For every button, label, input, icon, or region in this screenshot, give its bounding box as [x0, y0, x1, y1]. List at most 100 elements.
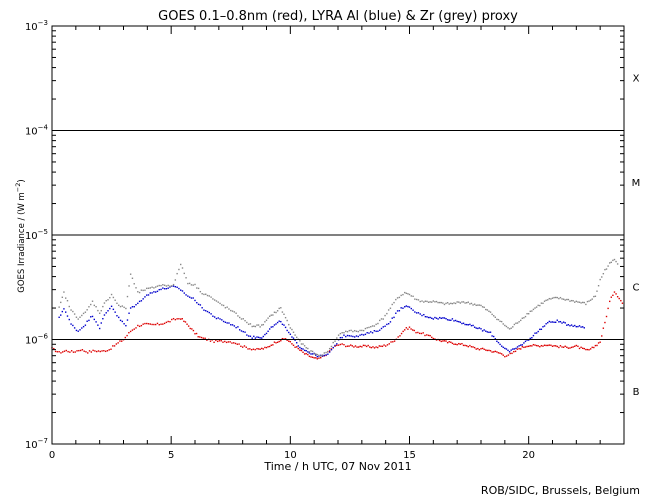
- data-point: [302, 351, 304, 353]
- data-point: [110, 348, 112, 350]
- data-point: [448, 303, 450, 305]
- y-axis-ticks: 10−710−610−510−410−3: [25, 19, 624, 451]
- data-point: [567, 324, 570, 326]
- data-point: [106, 350, 109, 352]
- y-tick-exponent: −5: [38, 228, 48, 236]
- data-point: [370, 326, 372, 328]
- data-point: [485, 308, 487, 311]
- data-point: [585, 303, 587, 306]
- data-point: [535, 332, 538, 334]
- data-point: [513, 350, 515, 353]
- data-point: [389, 321, 392, 323]
- data-point: [188, 296, 191, 298]
- data-point: [408, 306, 411, 308]
- data-point: [393, 340, 396, 342]
- data-point: [162, 284, 164, 286]
- data-point: [602, 272, 605, 275]
- data-point: [82, 312, 85, 315]
- data-point: [226, 306, 228, 308]
- data-point: [453, 320, 455, 322]
- data-point: [247, 335, 250, 337]
- data-point: [276, 310, 279, 312]
- data-point: [427, 301, 430, 303]
- data-point: [300, 343, 303, 345]
- data-point: [336, 337, 338, 339]
- data-point: [243, 345, 246, 347]
- data-point: [213, 316, 216, 318]
- data-point: [483, 329, 485, 331]
- data-point: [502, 346, 504, 349]
- data-point: [201, 307, 203, 309]
- data-point: [529, 337, 531, 340]
- data-point: [315, 357, 317, 359]
- data-point: [280, 307, 282, 309]
- data-point: [88, 306, 90, 308]
- data-point: [575, 325, 578, 328]
- data-point: [295, 346, 298, 348]
- data-point: [278, 320, 280, 322]
- data-point: [489, 311, 492, 313]
- data-point: [137, 291, 139, 293]
- data-point: [158, 284, 160, 287]
- data-point: [257, 324, 260, 326]
- data-point: [481, 347, 484, 350]
- data-point: [275, 323, 277, 325]
- threshold-lines: [52, 130, 624, 340]
- data-point: [520, 348, 522, 350]
- data-point: [105, 312, 107, 314]
- data-point: [581, 347, 584, 349]
- data-point: [602, 327, 605, 329]
- data-point: [397, 336, 399, 338]
- data-point: [366, 327, 368, 329]
- data-point: [253, 325, 255, 327]
- data-point: [316, 358, 319, 360]
- data-point: [221, 304, 223, 306]
- data-point: [556, 345, 558, 348]
- data-point: [488, 349, 490, 352]
- data-point: [294, 339, 296, 341]
- data-point: [445, 318, 447, 320]
- data-point: [575, 300, 578, 303]
- data-point: [361, 346, 363, 348]
- data-point: [202, 337, 205, 339]
- data-point: [321, 354, 324, 356]
- data-point: [542, 345, 544, 347]
- data-point: [405, 305, 408, 307]
- data-point: [450, 341, 452, 343]
- data-point: [395, 312, 397, 314]
- data-point: [289, 333, 292, 335]
- data-point: [450, 319, 452, 321]
- data-point: [121, 320, 124, 323]
- data-point: [246, 334, 248, 336]
- data-point: [217, 317, 219, 319]
- data-point: [267, 317, 269, 319]
- data-point: [459, 302, 462, 304]
- data-point: [445, 302, 447, 305]
- data-point: [404, 329, 406, 331]
- data-point: [472, 304, 474, 306]
- data-point: [567, 298, 570, 301]
- data-point: [601, 335, 603, 337]
- data-point: [328, 350, 331, 352]
- data-point: [405, 292, 408, 295]
- data-point: [146, 287, 148, 290]
- data-point: [562, 298, 565, 300]
- data-point: [201, 292, 203, 295]
- data-point: [357, 335, 359, 338]
- data-point: [230, 309, 232, 312]
- data-point: [281, 323, 284, 326]
- data-point: [110, 305, 113, 308]
- data-point: [461, 301, 463, 303]
- data-point: [527, 313, 530, 315]
- data-point: [526, 313, 528, 315]
- data-point: [133, 306, 135, 308]
- data-point: [327, 350, 329, 353]
- data-point: [204, 337, 206, 339]
- data-point: [107, 310, 109, 312]
- data-point: [454, 343, 457, 345]
- data-point: [77, 330, 79, 332]
- data-point: [203, 293, 205, 296]
- data-point: [209, 340, 212, 342]
- data-point: [583, 301, 585, 304]
- data-point: [172, 317, 175, 320]
